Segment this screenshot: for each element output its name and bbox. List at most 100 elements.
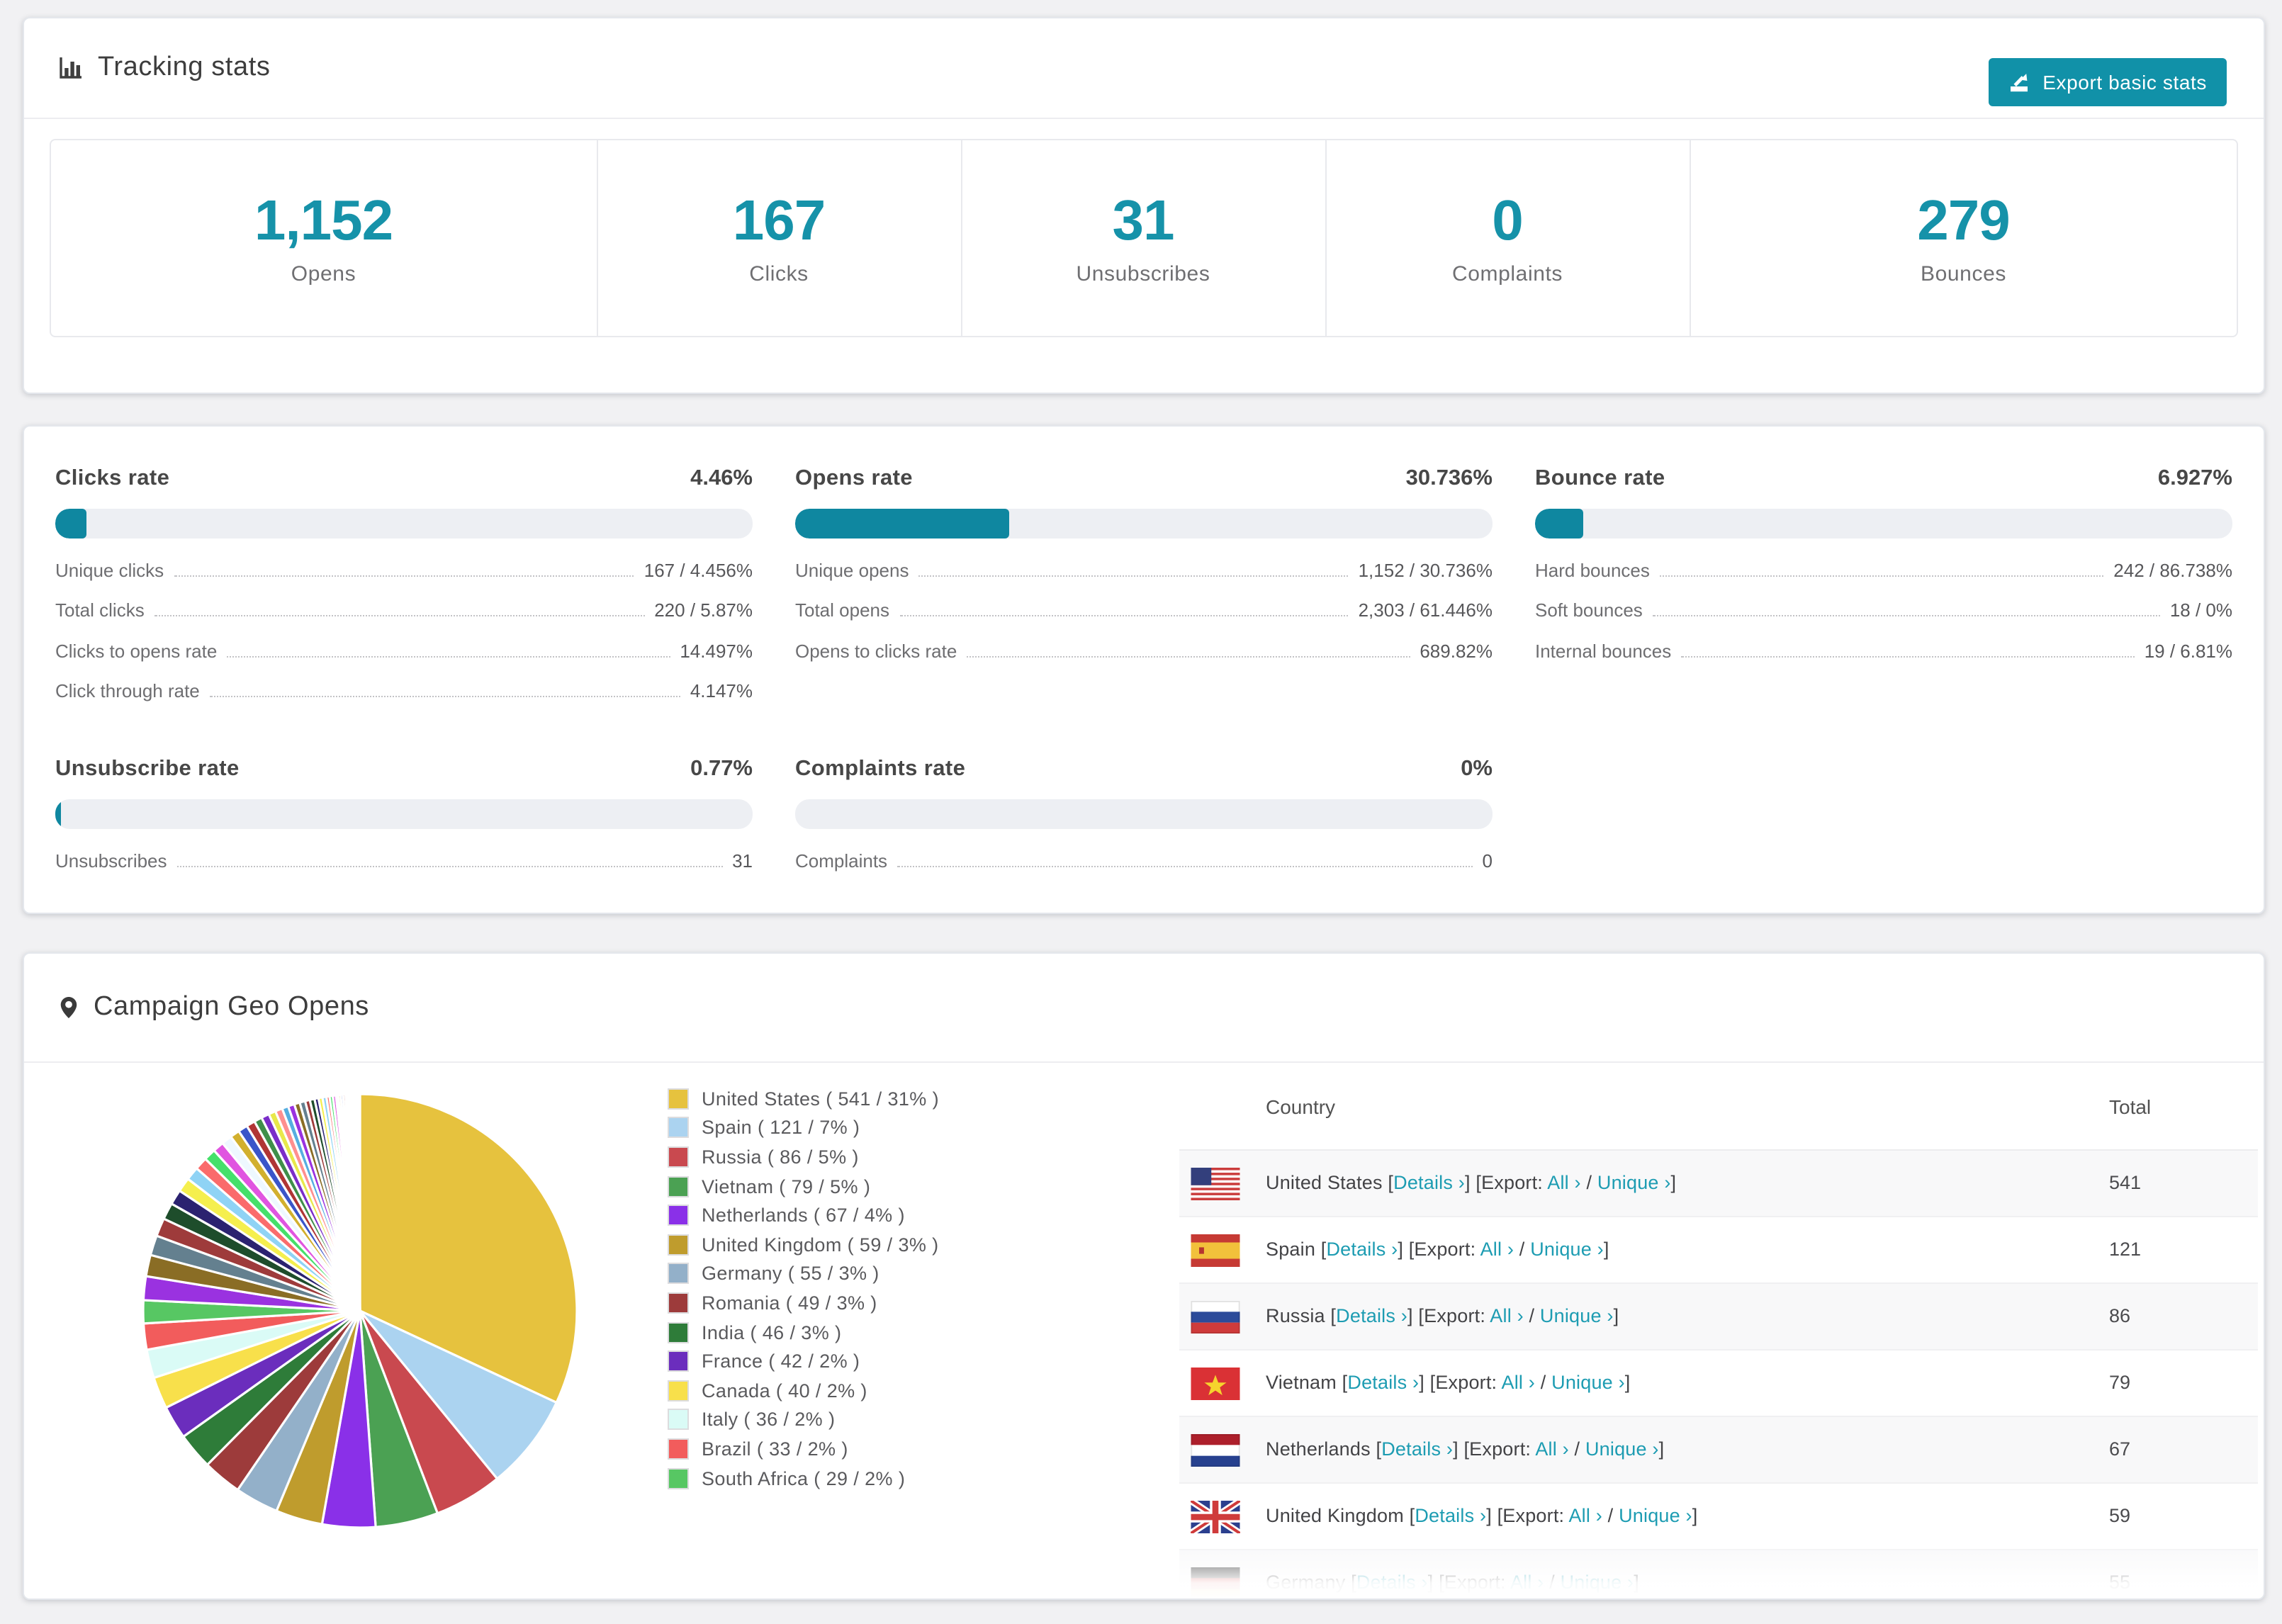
- flag-nl-icon: [1191, 1434, 1240, 1467]
- progress-bar-track: [1535, 509, 2232, 538]
- legend-swatch: [669, 1206, 687, 1225]
- legend-label: India ( 46 / 3% ): [702, 1321, 842, 1343]
- export-unique-link[interactable]: Unique ›: [1539, 1305, 1614, 1326]
- export-all-link[interactable]: All ›: [1510, 1572, 1544, 1593]
- progress-bar-track: [795, 509, 1493, 538]
- rates-grid: Clicks rate 4.46% Unique clicks 167 / 4.…: [55, 435, 2232, 869]
- country-cell: United States [Details ›] [Export: All ›…: [1266, 1172, 1677, 1193]
- rate-value: 6.927%: [2157, 466, 2232, 490]
- country-flag: [1191, 1234, 1240, 1267]
- legend-label: Italy ( 36 / 2% ): [702, 1409, 836, 1431]
- legend-label: Spain ( 121 / 7% ): [702, 1117, 860, 1139]
- dotted-leader: [1681, 655, 2135, 657]
- rate-row: Unique opens 1,152 / 30.736%: [795, 560, 1493, 579]
- export-basic-stats-button[interactable]: Export basic stats: [1989, 58, 2227, 106]
- dotted-leader: [1659, 575, 2104, 576]
- rate-block: Opens rate 30.736% Unique opens 1,152 / …: [795, 435, 1493, 700]
- export-unique-link[interactable]: Unique ›: [1597, 1172, 1671, 1193]
- map-pin-icon: [60, 997, 77, 1018]
- export-all-link[interactable]: All ›: [1501, 1372, 1535, 1393]
- rate-row-value: 14.497%: [680, 640, 753, 661]
- table-row: United States [Details ›] [Export: All ›…: [1179, 1151, 2258, 1217]
- details-link[interactable]: Details ›: [1326, 1239, 1398, 1260]
- rate-block: Bounce rate 6.927% Hard bounces 242 / 86…: [1535, 435, 2232, 700]
- details-link[interactable]: Details ›: [1393, 1172, 1465, 1193]
- export-unique-link[interactable]: Unique ›: [1530, 1239, 1604, 1260]
- dotted-leader: [967, 655, 1410, 657]
- legend-swatch: [669, 1089, 687, 1108]
- progress-bar-fill: [1535, 509, 1584, 538]
- export-unique-link[interactable]: Unique ›: [1619, 1505, 1692, 1526]
- stat-label: Bounces: [1921, 262, 2006, 286]
- rate-value: 30.736%: [1405, 466, 1493, 490]
- rate-row-value: 19 / 6.81%: [2144, 640, 2232, 661]
- rate-title: Bounce rate: [1535, 466, 1665, 490]
- export-icon: [2011, 73, 2028, 91]
- progress-bar-fill: [55, 799, 61, 829]
- country-flag: [1191, 1567, 1240, 1598]
- export-all-link[interactable]: All ›: [1480, 1239, 1514, 1260]
- details-link[interactable]: Details ›: [1347, 1372, 1420, 1393]
- rate-row: Complaints 0: [795, 851, 1493, 869]
- stat-value: 279: [1917, 190, 2011, 252]
- rates-card: Clicks rate 4.46% Unique clicks 167 / 4.…: [23, 425, 2265, 914]
- rate-row-label: Complaints: [795, 850, 888, 871]
- country-flag: [1188, 1497, 1242, 1537]
- table-row: Netherlands [Details ›] [Export: All › /…: [1179, 1417, 2258, 1484]
- rate-block: Complaints rate 0% Complaints 0: [795, 726, 1493, 869]
- rate-row-value: 689.82%: [1420, 640, 1493, 661]
- legend-swatch: [669, 1118, 687, 1137]
- legend-swatch: [669, 1469, 687, 1488]
- details-link[interactable]: Details ›: [1356, 1572, 1428, 1593]
- details-link[interactable]: Details ›: [1381, 1438, 1454, 1460]
- stat-value: 167: [732, 190, 826, 252]
- bar-chart-icon: [60, 57, 82, 79]
- dotted-leader: [897, 865, 1473, 867]
- rate-value: 4.46%: [690, 466, 753, 490]
- legend-item: Vietnam ( 79 / 5% ): [669, 1172, 939, 1201]
- country-flag: [1191, 1434, 1240, 1467]
- rate-row-label: Opens to clicks rate: [795, 640, 957, 661]
- table-row: United Kingdom [Details ›] [Export: All …: [1179, 1484, 2258, 1550]
- column-header-country: Country: [1266, 1095, 1336, 1118]
- stat-label: Complaints: [1451, 262, 1563, 286]
- export-unique-link[interactable]: Unique ›: [1585, 1438, 1659, 1460]
- flag-us-icon: [1191, 1168, 1240, 1200]
- legend-label: South Africa ( 29 / 2% ): [702, 1467, 906, 1489]
- export-all-link[interactable]: All ›: [1568, 1505, 1602, 1526]
- rate-row-value: 31: [732, 850, 753, 871]
- rate-value: 0%: [1461, 757, 1493, 781]
- export-unique-link[interactable]: Unique ›: [1560, 1572, 1634, 1593]
- rate-row-label: Clicks to opens rate: [55, 640, 218, 661]
- legend-item: Italy ( 36 / 2% ): [669, 1405, 939, 1434]
- rate-block: Clicks rate 4.46% Unique clicks 167 / 4.…: [55, 435, 753, 700]
- export-all-link[interactable]: All ›: [1490, 1305, 1524, 1326]
- legend-item: India ( 46 / 3% ): [669, 1318, 939, 1347]
- export-all-link[interactable]: All ›: [1547, 1172, 1581, 1193]
- summary-stat-cell: 167 Clicks: [597, 140, 962, 336]
- pie-slice: [359, 1309, 558, 1480]
- legend-item: Romania ( 49 / 3% ): [669, 1288, 939, 1317]
- legend-swatch: [669, 1147, 687, 1166]
- summary-stat-cell: 279 Bounces: [1690, 140, 2237, 336]
- export-all-link[interactable]: All ›: [1535, 1438, 1569, 1460]
- details-link[interactable]: Details ›: [1415, 1505, 1487, 1526]
- tracking-stats-card: Tracking stats Export basic stats 1,152 …: [23, 17, 2265, 394]
- legend-label: Brazil ( 33 / 2% ): [702, 1438, 848, 1460]
- rate-row-label: Total opens: [795, 599, 889, 621]
- rate-row-value: 18 / 0%: [2169, 599, 2232, 621]
- flag-gb-icon: [1188, 1497, 1242, 1537]
- rate-head: Bounce rate 6.927%: [1535, 452, 2232, 509]
- flag-vn-icon: [1191, 1368, 1240, 1400]
- export-unique-link[interactable]: Unique ›: [1551, 1372, 1625, 1393]
- rate-row: Click through rate 4.147%: [55, 682, 753, 700]
- geo-legend: United States ( 541 / 31% ) Spain ( 121 …: [669, 1084, 939, 1493]
- legend-swatch: [669, 1410, 687, 1429]
- rate-row: Total opens 2,303 / 61.446%: [795, 601, 1493, 619]
- legend-item: South Africa ( 29 / 2% ): [669, 1463, 939, 1492]
- legend-swatch: [669, 1235, 687, 1254]
- legend-swatch: [669, 1323, 687, 1342]
- legend-swatch: [669, 1177, 687, 1196]
- details-link[interactable]: Details ›: [1336, 1305, 1407, 1326]
